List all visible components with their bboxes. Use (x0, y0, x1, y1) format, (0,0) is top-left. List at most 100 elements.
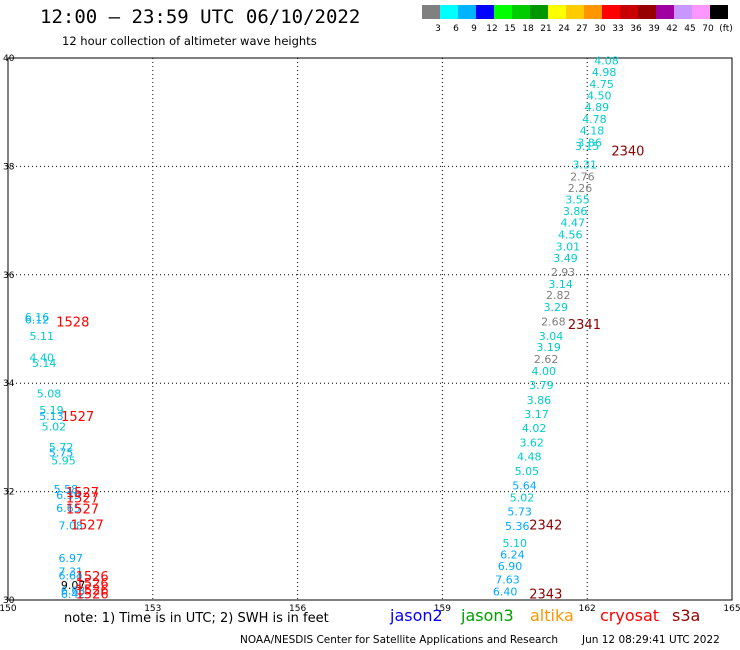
wave-height-value: 4.98 (592, 66, 617, 79)
wave-height-value: 6.97 (58, 552, 83, 565)
wave-height-value: 5.14 (32, 357, 57, 370)
wave-height-value: 5.10 (503, 537, 528, 550)
color-scale-label: 9 (471, 24, 477, 34)
wave-height-value: 5.73 (507, 505, 532, 518)
wave-height-value: 3.15 (575, 140, 600, 153)
map-title: 12:00 – 23:59 UTC 06/10/2022 (40, 6, 361, 28)
wave-height-value: 5.58 (54, 483, 79, 496)
wave-height-value: 6.39 (56, 489, 81, 502)
color-scale-label: (ft) (719, 24, 733, 34)
color-scale-label: 12 (486, 24, 497, 34)
legend-jason2: jason2 (390, 606, 443, 625)
wave-height-value: 2.93 (551, 266, 576, 279)
pass-time-label: 1526 (76, 570, 109, 585)
wave-height-value: 2.26 (568, 182, 593, 195)
color-scale-label: 15 (504, 24, 515, 34)
wave-height-value: 4.56 (558, 228, 583, 241)
wave-height-value: 3.86 (577, 136, 602, 149)
generation-timestamp: Jun 12 08:29:41 UTC 2022 (582, 634, 720, 646)
color-swatch (584, 5, 602, 19)
wave-height-value: 4.47 (560, 217, 585, 230)
wave-height-value: 7.08 (58, 520, 83, 533)
pass-time-label: 1526 (76, 584, 109, 599)
color-swatch (620, 5, 638, 19)
wave-height-value: 3.29 (544, 301, 569, 314)
color-swatch (440, 5, 458, 19)
pass-time-label: 2343 (529, 587, 562, 602)
pass-time-label: 1527 (66, 491, 99, 506)
legend-altika: altika (530, 606, 574, 625)
legend-jason3: jason3 (461, 606, 514, 625)
y-tick-label: 32 (3, 488, 14, 498)
wave-height-value: 6.42 (61, 588, 86, 601)
wave-height-value: 4.89 (585, 101, 610, 114)
wave-height-value: 4.18 (580, 124, 605, 137)
wave-height-value: 7.31 (58, 566, 83, 579)
x-tick-label: 165 (723, 604, 740, 614)
wave-height-value: 3.01 (556, 240, 581, 253)
wave-height-value: 3.49 (553, 252, 578, 265)
pass-time-label: 1527 (71, 519, 104, 534)
y-tick-label: 30 (3, 596, 15, 606)
color-scale-label: 3 (435, 24, 441, 34)
color-swatch (566, 5, 584, 19)
wave-height-value: 4.78 (582, 113, 607, 126)
color-swatch (512, 5, 530, 19)
wave-height-value: 5.13 (39, 410, 64, 423)
wave-height-value: 3.86 (527, 394, 552, 407)
x-tick-label: 159 (434, 604, 451, 614)
x-tick-label: 156 (289, 604, 306, 614)
color-scale-label: 39 (648, 24, 660, 34)
wave-height-value: 6.40 (493, 586, 518, 599)
pass-time-label: 1527 (61, 410, 94, 425)
color-scale-label: 30 (594, 24, 606, 34)
wave-height-value: 6.12 (25, 314, 50, 327)
color-scale-label: 18 (522, 24, 534, 34)
color-scale-label: 24 (558, 24, 570, 34)
color-scale-label: 45 (684, 24, 695, 34)
wave-height-value: 6.65 (56, 502, 81, 515)
wave-height-value: 3.55 (565, 193, 590, 206)
y-tick-label: 40 (3, 54, 15, 64)
wave-height-value: 4.50 (587, 90, 612, 103)
wave-height-value: 3.31 (573, 159, 598, 172)
pass-time-label: 1528 (56, 315, 89, 330)
wave-height-value: 2.62 (534, 353, 559, 366)
wave-height-value: 6.63 (61, 585, 86, 598)
x-tick-label: 150 (0, 604, 17, 614)
color-swatch (656, 5, 674, 19)
pass-time-label: 1527 (66, 486, 99, 501)
y-tick-label: 38 (3, 162, 15, 172)
wave-height-value: 5.19 (39, 404, 64, 417)
wave-height-value: 5.02 (42, 420, 67, 433)
wave-height-value: 3.86 (563, 205, 588, 218)
wave-height-value: 3.19 (536, 341, 561, 354)
wave-height-value: 4.75 (589, 78, 614, 91)
legend-cryosat: cryosat (600, 606, 660, 625)
wave-height-value: 3.62 (519, 437, 544, 450)
color-scale-label: 33 (612, 24, 623, 34)
wave-height-value: 5.72 (49, 441, 74, 454)
color-swatch (422, 5, 440, 19)
color-swatch (710, 5, 728, 19)
wave-height-value: 5.02 (510, 491, 535, 504)
color-scale-label: 21 (540, 24, 551, 34)
pass-time-label: 1526 (76, 577, 109, 592)
color-swatch (692, 5, 710, 19)
legend-s3a: s3a (672, 606, 701, 625)
color-swatch (530, 5, 548, 19)
pass-time-label: 2341 (568, 318, 601, 333)
pass-time-label: 2342 (529, 519, 562, 534)
color-swatch (638, 5, 656, 19)
wave-height-value: 4.08 (594, 55, 619, 68)
color-scale-label: 6 (453, 24, 459, 34)
wave-height-value: 2.68 (541, 316, 566, 329)
color-swatch (458, 5, 476, 19)
map-frame (7, 57, 733, 601)
y-tick-label: 36 (3, 271, 15, 281)
pass-time-label: 1526 (76, 587, 109, 602)
color-swatch (674, 5, 692, 19)
x-tick-label: 162 (579, 604, 596, 614)
pass-time-label: 1527 (66, 502, 99, 517)
